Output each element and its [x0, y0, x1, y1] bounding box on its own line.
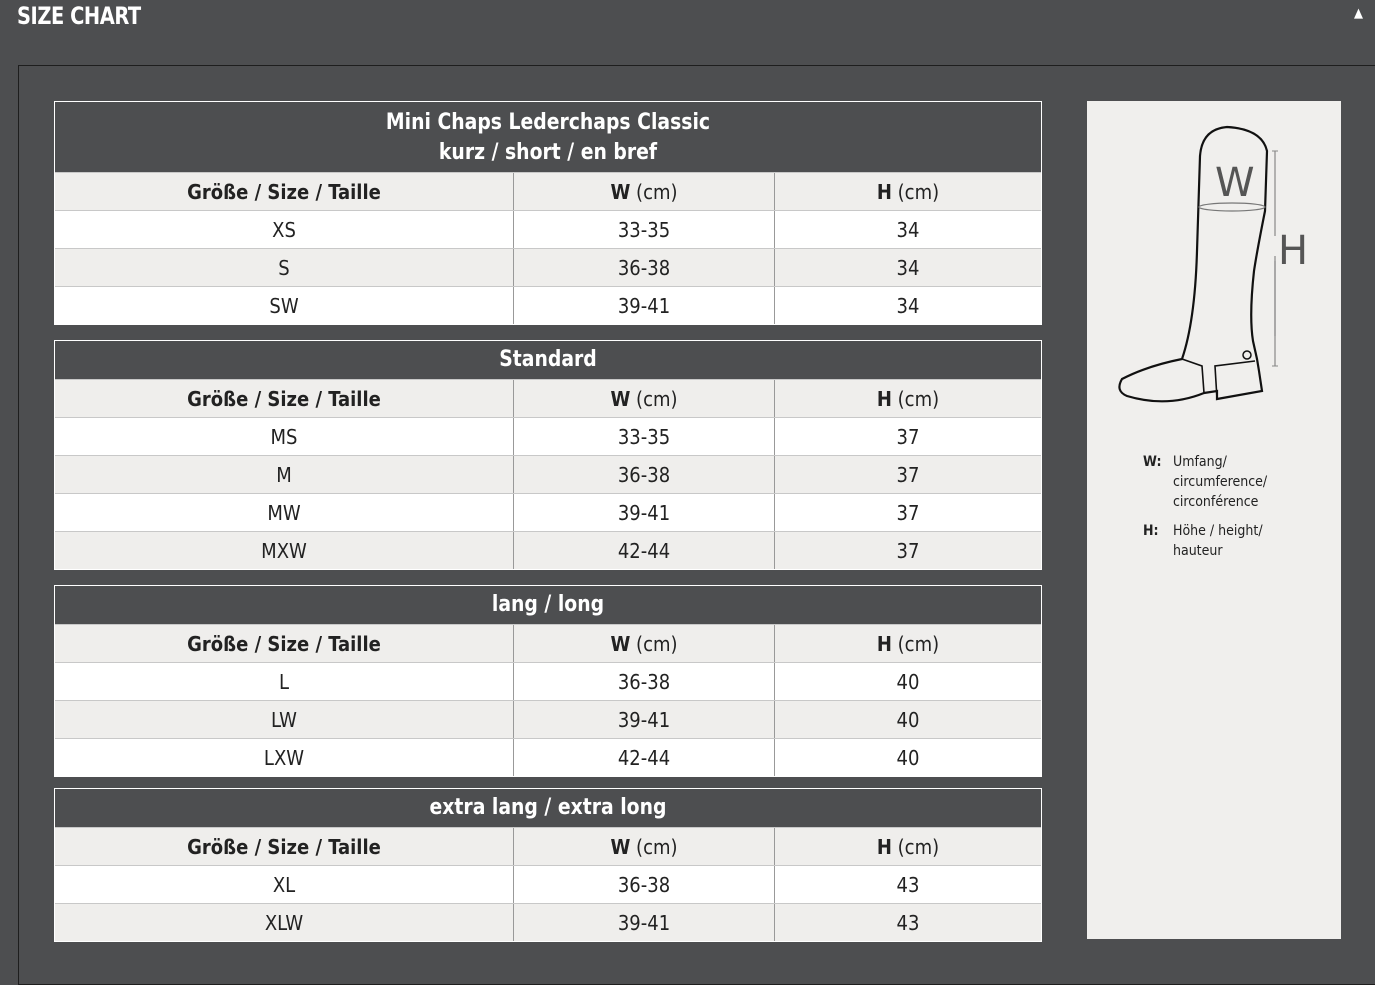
cell-w: 39-41 — [514, 494, 775, 531]
page-title: SIZE CHART — [17, 2, 141, 30]
cell-w: 42-44 — [514, 739, 775, 776]
header-size: Größe / Size / Taille — [55, 625, 514, 662]
cell-size: LW — [55, 701, 514, 738]
cell-w: 39-41 — [514, 701, 775, 738]
table-row: MS 33-35 37 — [55, 417, 1041, 455]
cell-size: XS — [55, 211, 514, 248]
cell-h: 40 — [896, 745, 920, 770]
size-table: lang / long Größe / Size / Taille W (cm)… — [54, 585, 1042, 777]
cell-h: 40 — [896, 707, 920, 732]
table-header-row: Größe / Size / Taille W (cm) H (cm) — [55, 172, 1041, 210]
table-row: S 36-38 34 — [55, 248, 1041, 286]
size-table: extra lang / extra long Größe / Size / T… — [54, 788, 1042, 942]
cell-size: SW — [55, 287, 514, 324]
cell-h: 34 — [896, 293, 920, 318]
size-table: Mini Chaps Lederchaps Classic kurz / shor… — [54, 101, 1042, 325]
table-row: LW 39-41 40 — [55, 700, 1041, 738]
header-h: H (cm) — [876, 631, 940, 656]
cell-w: 36-38 — [514, 249, 775, 286]
table-row: XLW 39-41 43 — [55, 903, 1041, 941]
cell-h: 40 — [896, 669, 920, 694]
header-size: Größe / Size / Taille — [55, 828, 514, 865]
table-row: MXW 42-44 37 — [55, 531, 1041, 569]
w-label: W — [1215, 160, 1255, 206]
cell-size: MW — [55, 494, 514, 531]
header-w: W (cm) — [514, 828, 775, 865]
header-size: Größe / Size / Taille — [55, 380, 514, 417]
table-row: L 36-38 40 — [55, 662, 1041, 700]
cell-size: S — [55, 249, 514, 286]
table-row: XL 36-38 43 — [55, 865, 1041, 903]
cell-h: 34 — [896, 217, 920, 242]
cell-h: 43 — [896, 910, 920, 935]
cell-h: 34 — [896, 255, 920, 280]
cell-size: XL — [55, 866, 514, 903]
boot-diagram: W H — [1118, 125, 1308, 403]
h-label: H — [1278, 228, 1308, 274]
header-h: H (cm) — [876, 834, 940, 859]
cell-size: L — [55, 663, 514, 700]
cell-w: 33-35 — [514, 211, 775, 248]
cell-h: 37 — [896, 538, 920, 563]
header-w: W (cm) — [514, 173, 775, 210]
cell-w: 33-35 — [514, 418, 775, 455]
size-table: Standard Größe / Size / Taille W (cm) H … — [54, 340, 1042, 570]
cell-w: 39-41 — [514, 287, 775, 324]
triangle-up-icon[interactable]: ▲ — [1354, 6, 1363, 21]
table-row: M 36-38 37 — [55, 455, 1041, 493]
legend-w: W: Umfang/circumference/circonférence — [1143, 454, 1268, 510]
cell-h: 37 — [896, 424, 920, 449]
cell-h: 37 — [896, 500, 920, 525]
cell-w: 42-44 — [514, 532, 775, 569]
header-size: Größe / Size / Taille — [55, 173, 514, 210]
table-row: XS 33-35 34 — [55, 210, 1041, 248]
table-row: LXW 42-44 40 — [55, 738, 1041, 776]
table-title: lang / long — [491, 592, 605, 617]
table-row: MW 39-41 37 — [55, 493, 1041, 531]
cell-w: 39-41 — [514, 904, 775, 941]
cell-size: MS — [55, 418, 514, 455]
header-h: H (cm) — [876, 386, 940, 411]
cell-size: LXW — [55, 739, 514, 776]
cell-h: 43 — [896, 872, 920, 897]
cell-size: M — [55, 456, 514, 493]
header-h: H (cm) — [876, 179, 940, 204]
cell-size: XLW — [55, 904, 514, 941]
cell-w: 36-38 — [514, 456, 775, 493]
cell-w: 36-38 — [514, 663, 775, 700]
table-row: SW 39-41 34 — [55, 286, 1041, 324]
cell-w: 36-38 — [514, 866, 775, 903]
measurement-diagram-panel: W H W: Umfang/circumference/circonférenc… — [1087, 101, 1341, 939]
table-title: Mini Chaps Lederchaps Classic kurz / shor… — [385, 110, 711, 165]
table-title: Standard — [499, 347, 597, 372]
table-title: extra lang / extra long — [429, 795, 667, 820]
table-header-row: Größe / Size / Taille W (cm) H (cm) — [55, 624, 1041, 662]
legend-h: H: Höhe / height/hauteur — [1143, 523, 1263, 559]
cell-h: 37 — [896, 462, 920, 487]
table-header-row: Größe / Size / Taille W (cm) H (cm) — [55, 379, 1041, 417]
header-w: W (cm) — [514, 380, 775, 417]
cell-size: MXW — [55, 532, 514, 569]
header-w: W (cm) — [514, 625, 775, 662]
table-header-row: Größe / Size / Taille W (cm) H (cm) — [55, 827, 1041, 865]
